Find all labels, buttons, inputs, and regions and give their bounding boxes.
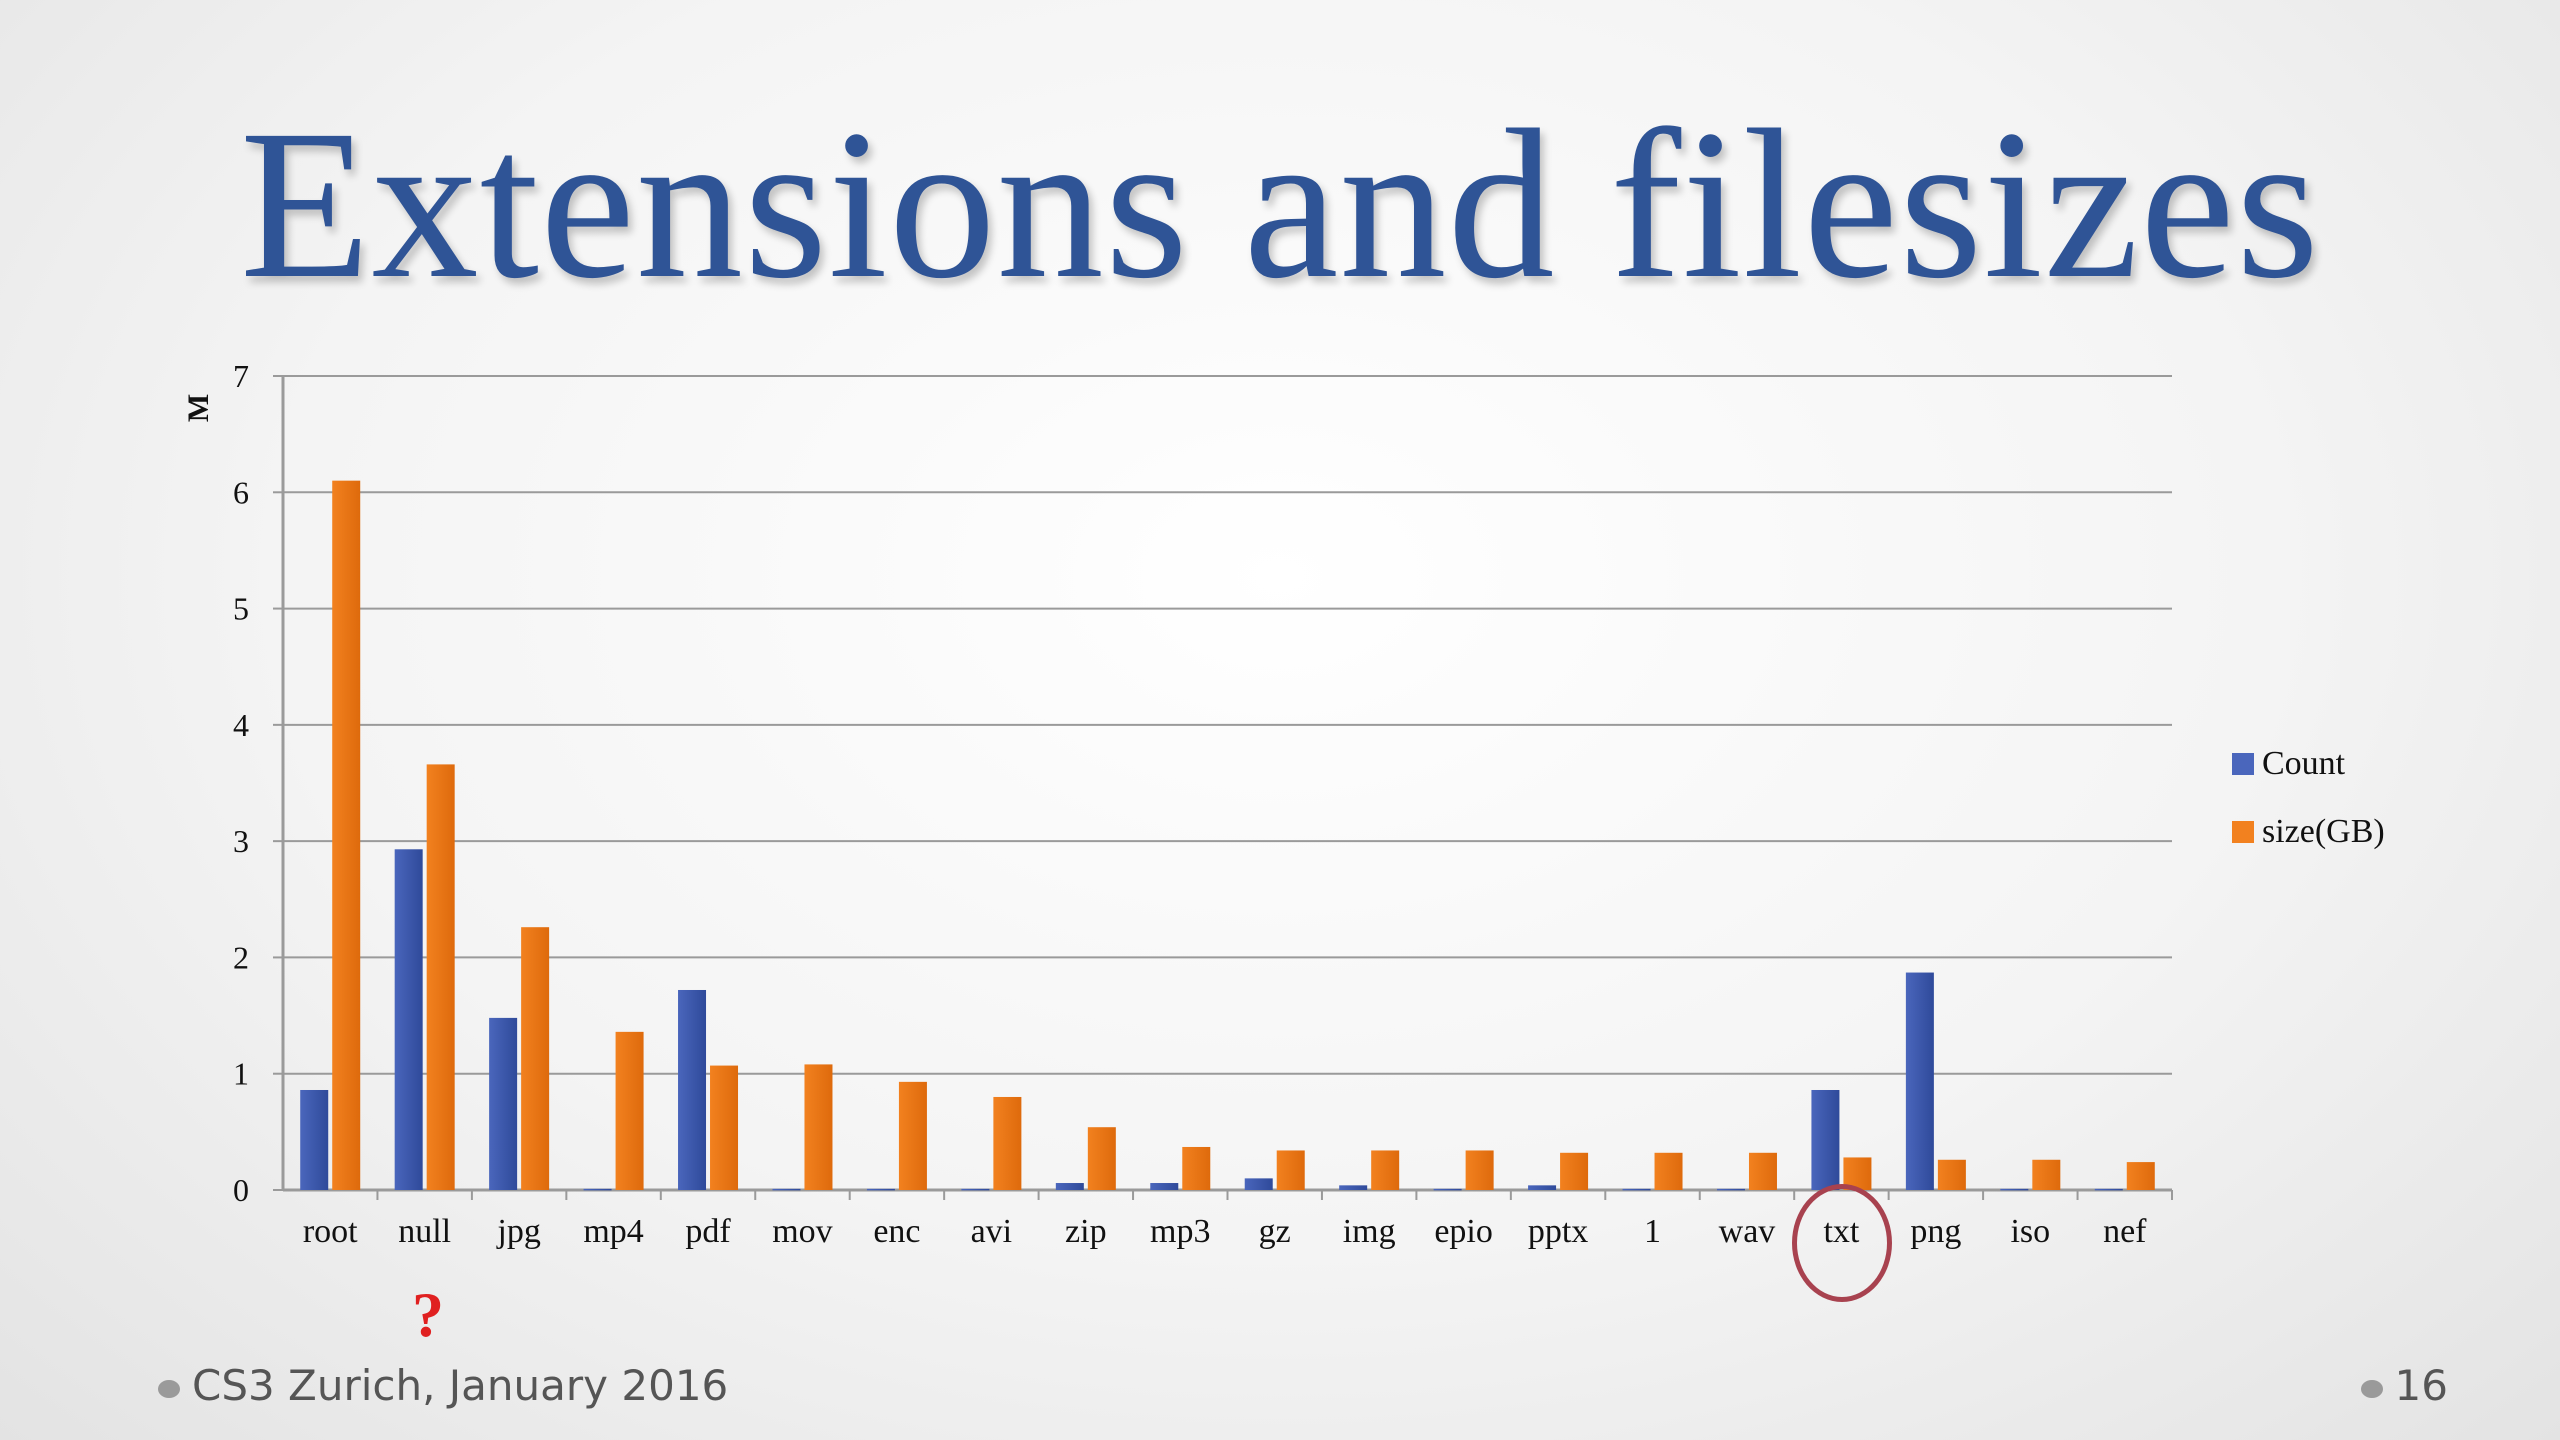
bar-size-wav xyxy=(1748,1152,1777,1190)
x-tick-label: wav xyxy=(1719,1213,1776,1250)
x-tick-label: mp3 xyxy=(1150,1213,1210,1250)
bar-size-iso xyxy=(2032,1159,2061,1190)
x-tick-label: mov xyxy=(772,1213,832,1250)
x-tick-label: jpg xyxy=(496,1213,540,1250)
x-tick-label: gz xyxy=(1259,1213,1291,1250)
bar-count-png xyxy=(1905,972,1934,1190)
bar-size-mp3 xyxy=(1182,1146,1211,1190)
bar-count-wav xyxy=(1716,1188,1745,1191)
footer-left: CS3 Zurich, January 2016 xyxy=(158,1361,728,1410)
bar-count-nef xyxy=(2094,1188,2123,1191)
bar-count-enc xyxy=(866,1188,895,1191)
x-tick-label: pdf xyxy=(685,1213,731,1250)
bar-count-avi xyxy=(961,1188,990,1191)
bar-size-png xyxy=(1937,1159,1966,1190)
bar-size-mov xyxy=(804,1064,833,1190)
bar-size-nef xyxy=(2126,1162,2155,1190)
bar-size-zip xyxy=(1087,1127,1116,1190)
bar-count-pdf xyxy=(678,989,707,1190)
page-number: 16 xyxy=(2394,1361,2448,1410)
y-tick-label: 3 xyxy=(233,823,249,859)
x-tick-label: png xyxy=(1910,1213,1961,1250)
x-tick-label: pptx xyxy=(1528,1213,1588,1250)
bar-count-1 xyxy=(1622,1188,1651,1191)
x-tick-label: avi xyxy=(971,1213,1013,1250)
bar-size-pptx xyxy=(1560,1152,1589,1190)
y-tick-label: 1 xyxy=(233,1056,249,1092)
bar-count-jpg xyxy=(489,1017,518,1190)
bar-count-mp4 xyxy=(583,1188,612,1191)
x-tick-label: iso xyxy=(2010,1213,2050,1250)
y-tick-label: 6 xyxy=(233,474,249,510)
bar-count-pptx xyxy=(1528,1185,1557,1190)
bar-count-txt xyxy=(1811,1089,1840,1190)
bar-size-epio xyxy=(1465,1150,1494,1190)
y-tick-label: 4 xyxy=(233,707,249,743)
x-tick-label: 1 xyxy=(1644,1213,1661,1250)
legend-swatch-size xyxy=(2232,821,2254,843)
y-tick-label: 7 xyxy=(233,358,249,394)
bar-count-root xyxy=(300,1089,329,1190)
y-tick-label: 2 xyxy=(233,939,249,975)
question-mark-annotation: ? xyxy=(412,1279,444,1350)
y-axis-label: M xyxy=(182,394,215,422)
legend-label-size: size(GB) xyxy=(2262,813,2385,850)
bar-size-jpg xyxy=(521,927,550,1190)
bar-count-iso xyxy=(2000,1188,2029,1191)
bar-count-null xyxy=(394,849,423,1190)
bar-count-mov xyxy=(772,1188,801,1191)
bar-size-img xyxy=(1371,1150,1400,1190)
legend-swatch-count xyxy=(2232,753,2254,775)
y-tick-label: 5 xyxy=(233,591,249,627)
bar-size-enc xyxy=(898,1081,927,1190)
x-tick-label: root xyxy=(303,1213,358,1250)
x-tick-label: epio xyxy=(1434,1213,1493,1250)
footer-right: 16 xyxy=(2360,1361,2448,1410)
bullet-dot-icon xyxy=(2360,1379,2383,1398)
bar-count-epio xyxy=(1433,1188,1462,1191)
bullet-dot-icon xyxy=(158,1379,180,1398)
bar-size-mp4 xyxy=(615,1031,644,1190)
x-tick-label: zip xyxy=(1065,1213,1107,1250)
bar-count-mp3 xyxy=(1150,1183,1179,1190)
footer-text: CS3 Zurich, January 2016 xyxy=(192,1361,729,1410)
bar-size-avi xyxy=(993,1096,1022,1190)
x-tick-label: mp4 xyxy=(583,1213,643,1250)
bar-size-root xyxy=(332,480,361,1191)
bar-size-gz xyxy=(1276,1150,1305,1190)
x-tick-label: enc xyxy=(873,1213,920,1250)
y-tick-label: 0 xyxy=(233,1172,249,1208)
bar-size-pdf xyxy=(710,1065,739,1190)
txt-highlight-circle xyxy=(1792,1184,1892,1302)
slide-title: Extensions and filesizes xyxy=(239,86,2321,323)
bar-count-zip xyxy=(1055,1183,1084,1190)
x-tick-label: nef xyxy=(2103,1213,2147,1250)
bar-count-img xyxy=(1339,1185,1368,1190)
x-tick-label: null xyxy=(398,1213,451,1250)
bar-size-1 xyxy=(1654,1152,1683,1190)
x-tick-label: img xyxy=(1343,1213,1396,1250)
bar-size-null xyxy=(426,764,455,1190)
legend-label-count: Count xyxy=(2262,745,2346,782)
bar-count-gz xyxy=(1244,1178,1273,1190)
